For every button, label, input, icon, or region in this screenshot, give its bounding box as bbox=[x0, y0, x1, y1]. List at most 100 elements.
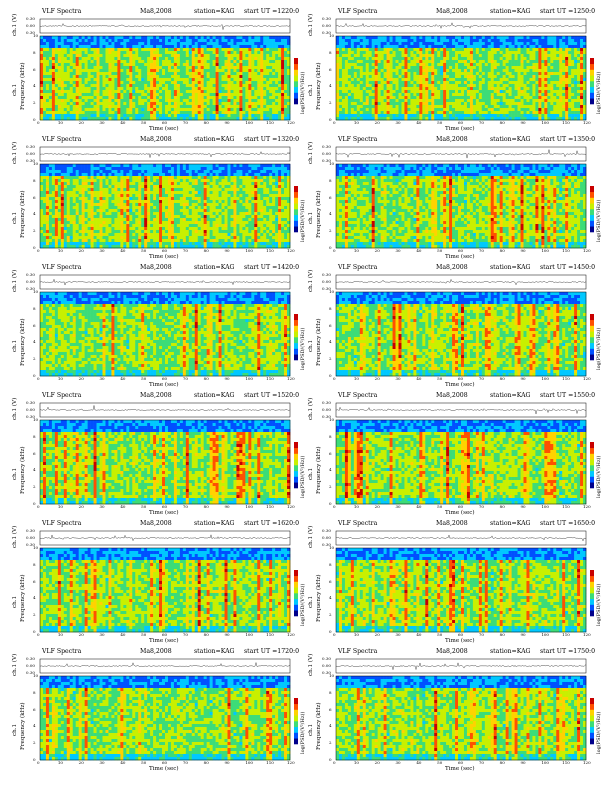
spectrogram-cell bbox=[275, 69, 279, 73]
spectrogram-cell bbox=[574, 78, 578, 82]
spectrogram-cell bbox=[242, 45, 246, 49]
spectrogram-cell bbox=[185, 111, 190, 115]
spectrogram-cell bbox=[165, 111, 169, 115]
spectrogram-cell bbox=[511, 75, 515, 79]
spectrogram-cell bbox=[40, 39, 44, 43]
spectrogram-cell bbox=[529, 78, 533, 82]
spectrogram-cell bbox=[245, 93, 249, 97]
spectrogram-cell bbox=[233, 96, 237, 100]
spectrogram-cell bbox=[218, 66, 222, 70]
spectrogram-cell bbox=[278, 54, 282, 58]
spectrogram-cell bbox=[511, 54, 515, 58]
spectrogram-cell bbox=[368, 66, 373, 70]
spectrogram-cell bbox=[105, 90, 109, 94]
spectrogram-cell bbox=[487, 99, 492, 103]
spectrogram-cell bbox=[257, 48, 261, 52]
spectrogram-cell bbox=[248, 54, 252, 58]
spectrogram-cell bbox=[449, 114, 453, 118]
spectrogram-cell bbox=[395, 48, 399, 52]
spectrogram-cell bbox=[224, 36, 228, 40]
spectrogram-cell bbox=[176, 75, 181, 79]
spectrogram-cell bbox=[141, 84, 145, 88]
spectrogram-cell bbox=[209, 93, 213, 97]
spectrogram-cell bbox=[114, 66, 118, 70]
spectrogram-cell bbox=[544, 78, 548, 82]
spectrogram-cell bbox=[78, 51, 82, 55]
spectrogram-cell bbox=[281, 72, 285, 76]
spectrogram-cell bbox=[200, 108, 204, 112]
spectrogram-cell bbox=[458, 78, 462, 82]
spectrogram-cell bbox=[336, 57, 340, 61]
spectrogram-cell bbox=[162, 87, 166, 91]
spectrogram-cell bbox=[281, 99, 285, 103]
spectrogram-cell bbox=[443, 60, 447, 64]
spectrogram-cell bbox=[449, 108, 453, 112]
spectrogram-cell bbox=[138, 69, 142, 73]
spectrogram-cell bbox=[526, 90, 530, 94]
spectrogram-cell bbox=[185, 99, 190, 103]
spectrogram-cell bbox=[48, 84, 53, 88]
spectrogram-cell bbox=[87, 72, 91, 76]
spectrogram-cell bbox=[185, 72, 190, 76]
spectrogram-cell bbox=[162, 84, 166, 88]
spectrogram-cell bbox=[404, 108, 408, 112]
spectrogram-cell bbox=[114, 57, 118, 61]
spectrogram-cell bbox=[577, 111, 581, 115]
spectrogram-cell bbox=[466, 54, 471, 58]
spectrogram-cell bbox=[556, 117, 560, 121]
spectrogram-cell bbox=[568, 102, 572, 106]
spectrogram-cell bbox=[138, 84, 142, 88]
spectrogram-cell bbox=[478, 99, 483, 103]
spectrogram-cell bbox=[398, 63, 402, 67]
spectrogram-cell bbox=[413, 114, 417, 118]
spectrogram-cell bbox=[138, 63, 142, 67]
spectrogram-cell bbox=[54, 48, 59, 52]
spectrogram-cell bbox=[356, 117, 361, 121]
spectrogram-cell bbox=[233, 167, 237, 171]
spectrogram-cell bbox=[251, 51, 255, 55]
spectrogram-cell bbox=[407, 66, 411, 70]
spectrogram-cell bbox=[200, 105, 204, 109]
spectrogram-cell bbox=[233, 111, 237, 115]
spectrogram-cell bbox=[185, 167, 190, 171]
spectrogram-cell bbox=[42, 57, 47, 61]
spectrogram-cell bbox=[60, 81, 65, 85]
spectrogram-cell bbox=[162, 36, 166, 40]
spectrogram-cell bbox=[72, 93, 77, 97]
spectrogram-cell bbox=[431, 87, 435, 91]
spectrogram-cell bbox=[461, 69, 465, 73]
spectrogram-cell bbox=[395, 54, 399, 58]
spectrogram-cell bbox=[93, 87, 97, 91]
spectrogram-cell bbox=[383, 75, 387, 79]
spectrogram-cell bbox=[553, 63, 557, 67]
spectrogram-cell bbox=[108, 54, 112, 58]
spectrogram-cell bbox=[425, 102, 429, 106]
spectrogram-cell bbox=[272, 54, 276, 58]
spectrogram-cell bbox=[550, 36, 554, 40]
spectrogram-cell bbox=[508, 57, 512, 61]
spectrogram-cell bbox=[266, 81, 270, 85]
spectrogram-cell bbox=[562, 105, 566, 109]
spectrogram-cell bbox=[239, 164, 243, 168]
spectrogram-cell bbox=[574, 57, 578, 61]
spectrogram-cell bbox=[269, 102, 273, 106]
spectrogram-cell bbox=[251, 63, 255, 67]
spectrogram-cell bbox=[105, 36, 109, 40]
spectrogram-cell bbox=[173, 93, 178, 97]
spectrogram-cell bbox=[251, 102, 255, 106]
spectrogram-cell bbox=[117, 108, 121, 112]
spectrogram-cell bbox=[179, 99, 184, 103]
spectrogram-cell bbox=[221, 87, 225, 91]
spectrogram-cell bbox=[242, 90, 246, 94]
spectrogram-cell bbox=[505, 60, 509, 64]
spectrogram-cell bbox=[48, 45, 53, 49]
spectrogram-cell bbox=[236, 105, 240, 109]
spectrogram-cell bbox=[347, 66, 352, 70]
spectrogram-cell bbox=[496, 45, 500, 49]
spectrogram-cell bbox=[141, 93, 145, 97]
spectrogram-cell bbox=[428, 105, 432, 109]
spectrogram-cell bbox=[233, 48, 237, 52]
spectrogram-cell bbox=[458, 114, 462, 118]
spectrogram-cell bbox=[69, 69, 74, 73]
spectrogram-cell bbox=[42, 93, 47, 97]
